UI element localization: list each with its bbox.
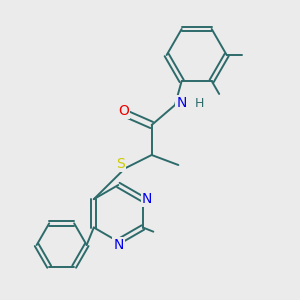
Text: H: H [194,97,204,110]
Text: N: N [142,192,152,206]
Text: N: N [113,238,124,252]
Text: S: S [117,157,125,171]
Text: N: N [176,96,187,110]
Text: O: O [118,104,129,118]
